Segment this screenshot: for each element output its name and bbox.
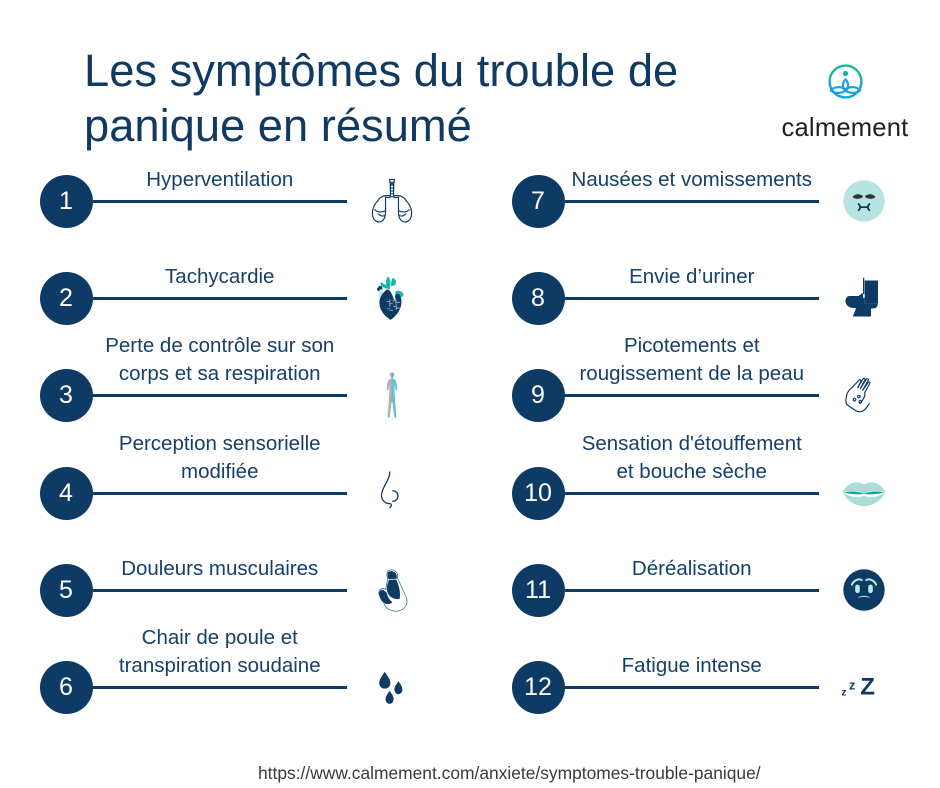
- svg-text:z: z: [842, 687, 847, 698]
- svg-text:z: z: [849, 677, 855, 692]
- svg-text:Z: Z: [860, 674, 875, 701]
